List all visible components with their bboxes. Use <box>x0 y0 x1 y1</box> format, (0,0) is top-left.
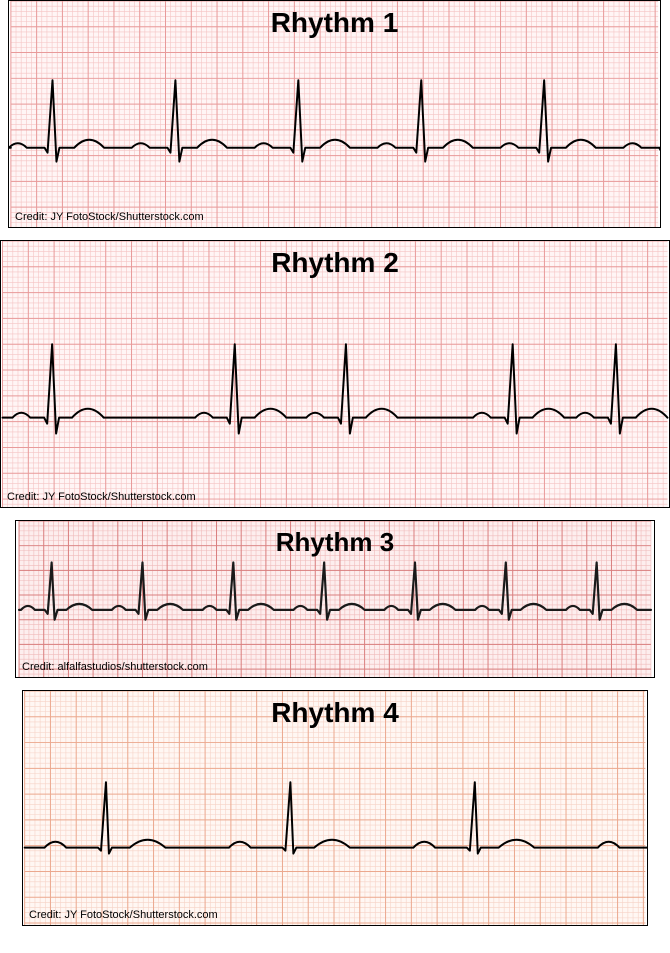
credit-text: Credit: JY FotoStock/Shutterstock.com <box>7 491 196 503</box>
panel-title: Rhythm 1 <box>9 7 660 39</box>
ecg-chart <box>1 241 669 507</box>
panel-title: Rhythm 4 <box>23 697 647 729</box>
ecg-panels-container: Rhythm 1 Credit: JY FotoStock/Shutterstoc… <box>0 0 670 926</box>
credit-text: Credit: JY FotoStock/Shutterstock.com <box>15 211 204 223</box>
credit-text: Credit: alfalfastudios/shutterstock.com <box>22 661 208 673</box>
ecg-panel-rhythm1: Rhythm 1 Credit: JY FotoStock/Shutterstoc… <box>8 0 661 228</box>
credit-text: Credit: JY FotoStock/Shutterstock.com <box>29 909 218 921</box>
ecg-panel-rhythm4: Rhythm 4 Credit: JY FotoStock/Shutterstoc… <box>22 690 648 926</box>
ecg-panel-rhythm3: Rhythm 3 Credit: alfalfastudios/shutterst… <box>15 520 655 678</box>
ecg-panel-rhythm2: Rhythm 2 Credit: JY FotoStock/Shutterstoc… <box>0 240 670 508</box>
panel-title: Rhythm 3 <box>16 527 654 558</box>
panel-title: Rhythm 2 <box>1 247 669 279</box>
